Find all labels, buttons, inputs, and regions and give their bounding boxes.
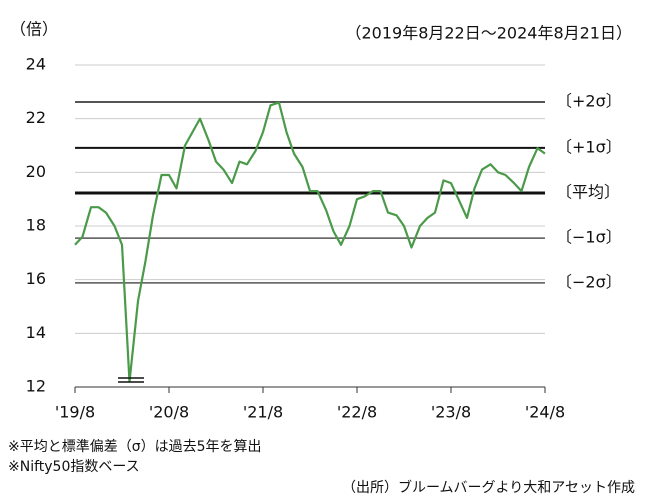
x-tick-label: '19/8: [55, 403, 95, 422]
period: （2019年8月22日～2024年8月21日）: [345, 24, 632, 43]
x-tick-label: '22/8: [337, 403, 377, 422]
reference-label: 〔−1σ〕: [556, 228, 622, 247]
y-tick-label: 24: [26, 55, 46, 74]
source: （出所）ブルームバーグより大和アセット作成: [342, 479, 635, 496]
y-tick-label: 20: [26, 162, 46, 181]
reference-label: 〔−2σ〕: [556, 272, 622, 291]
reference-label: 〔平均〕: [556, 182, 620, 201]
reference-label: 〔+2σ〕: [556, 92, 622, 111]
y-unit-label: （倍）: [10, 20, 58, 39]
y-tick-label: 22: [26, 108, 46, 127]
note: ※平均と標準偏差（σ）は過去5年を算出: [8, 439, 262, 455]
y-tick-label: 18: [26, 216, 46, 235]
y-tick-label: 12: [26, 377, 46, 396]
reference-label: 〔+1σ〕: [556, 137, 622, 156]
x-tick-label: '20/8: [149, 403, 189, 422]
y-tick-label: 16: [26, 269, 46, 288]
y-tick-label: 14: [26, 323, 46, 342]
series-line: [74, 101, 546, 383]
x-tick-label: '24/8: [525, 403, 565, 422]
note: ※Nifty50指数ベース: [8, 459, 140, 475]
x-tick-label: '21/8: [243, 403, 283, 422]
x-tick-label: '23/8: [431, 403, 471, 422]
